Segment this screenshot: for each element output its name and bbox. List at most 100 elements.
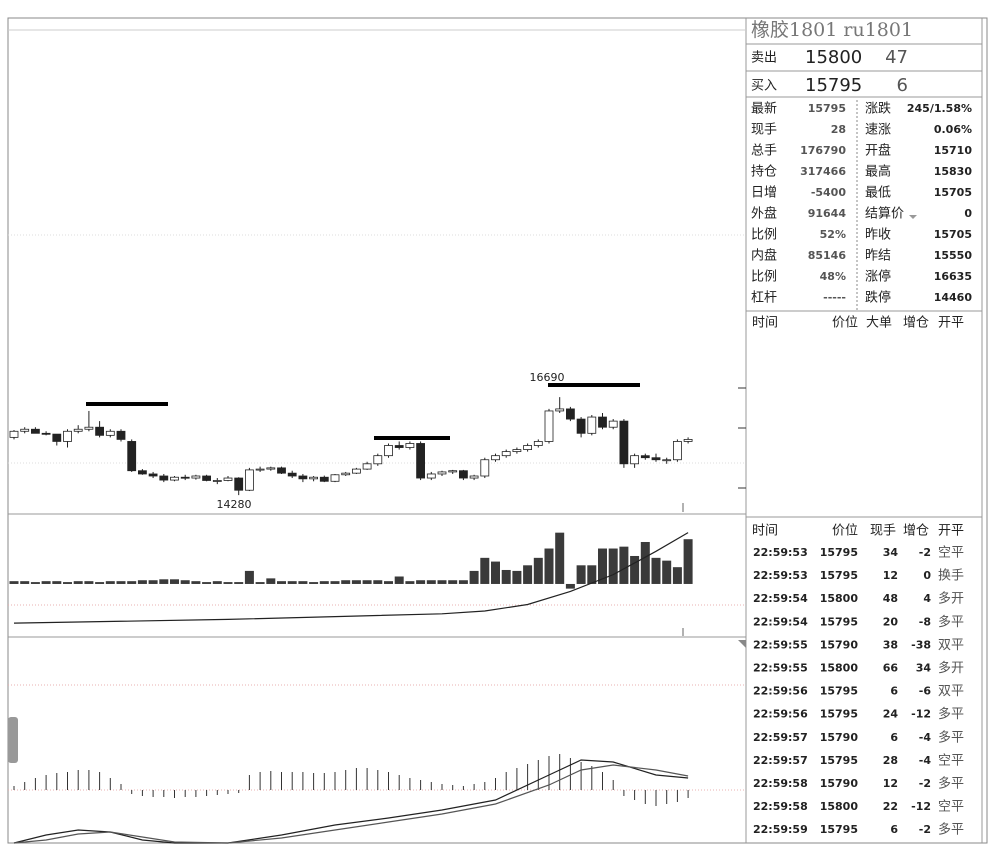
volume-bar [458, 580, 468, 584]
column-header: 开平 [938, 316, 964, 331]
candle-body [469, 475, 479, 479]
candle-body [640, 455, 650, 459]
column-header: 价位 [832, 316, 858, 331]
tick-type: 空平 [938, 546, 964, 561]
candle-body [448, 470, 458, 473]
tick-type: 多开 [938, 660, 964, 676]
volume-bar [277, 581, 286, 584]
candle-body [234, 477, 244, 491]
volume-bar [191, 581, 201, 584]
stat-value: ----- [823, 291, 846, 304]
volume-bar [640, 541, 650, 584]
candle-body [137, 470, 147, 475]
volume-bar [63, 582, 72, 584]
volume-bar [608, 548, 618, 584]
volume-bar [41, 581, 51, 584]
tick-type: 多平 [938, 706, 964, 722]
volume-bar [416, 580, 426, 584]
volume-bar [223, 582, 233, 584]
candle-body [533, 441, 543, 446]
volume-bar [555, 532, 565, 584]
tick-volume: 22 [883, 800, 898, 813]
candle-body [480, 459, 490, 477]
candle-body [41, 432, 51, 435]
tick-volume: 48 [883, 592, 898, 605]
stat-label: 内盘 [751, 248, 777, 264]
tick-time: 22:59:54 [753, 592, 808, 605]
candle-body [683, 439, 693, 442]
tick-type: 多平 [938, 729, 964, 745]
candle-body [116, 430, 126, 440]
volume-bar [469, 570, 479, 584]
stat-value: 52% [820, 228, 846, 241]
candle-body [277, 467, 286, 474]
volume-bar [448, 580, 458, 584]
tick-oi: -6 [919, 685, 932, 698]
volume-bar [20, 581, 30, 584]
quote-price: 15795 [805, 75, 862, 96]
stat-label: 昨结 [865, 249, 891, 264]
volume-bar [362, 580, 372, 584]
candle-body [202, 475, 212, 481]
column-header: 时间 [752, 524, 778, 539]
dropdown-arrow [909, 215, 917, 219]
volume-bar [287, 581, 297, 584]
stat-value: 85146 [808, 249, 847, 262]
candle-body [619, 420, 629, 465]
volume-bar [73, 581, 83, 584]
tick-price: 15800 [820, 800, 859, 813]
volume-bar [84, 581, 94, 584]
tick-time: 22:59:56 [753, 708, 808, 721]
candle-body [105, 430, 115, 436]
candle-body [555, 408, 565, 412]
stat-label: 比例 [751, 270, 777, 285]
candle-body [437, 471, 447, 475]
volume-bar [212, 581, 222, 584]
candle-body [255, 468, 265, 471]
volume-bar [630, 555, 640, 584]
candle-body [651, 457, 661, 461]
candle-body [362, 463, 372, 470]
stat-value: 28 [831, 123, 846, 136]
scroll-handle[interactable] [8, 717, 18, 763]
candle-body [170, 476, 179, 481]
candle-body [84, 426, 94, 430]
volume-bar [651, 557, 661, 584]
volume-bar [405, 581, 415, 584]
stat-value: 14460 [934, 291, 973, 304]
volume-bar [480, 557, 490, 584]
volume-bar [426, 580, 436, 584]
candle-body [52, 433, 62, 442]
candle-body [598, 416, 607, 428]
volume-bar [52, 581, 62, 584]
volume-bar [105, 581, 115, 584]
tick-volume: 38 [883, 638, 898, 651]
tick-oi: -4 [919, 754, 932, 767]
volume-bar [137, 580, 147, 584]
candle-body [630, 455, 639, 465]
tick-type: 换手 [938, 569, 964, 584]
column-header: 开平 [938, 524, 964, 539]
stat-label: 日增 [751, 186, 777, 201]
tick-price: 15795 [820, 546, 858, 559]
volume-bar [512, 570, 522, 584]
candle-body [95, 426, 104, 436]
stat-value: 15550 [934, 249, 973, 262]
volume-bar [95, 582, 105, 584]
candle-body [576, 418, 586, 434]
candle-body [148, 473, 158, 477]
volume-bar [30, 582, 40, 584]
candle-body [319, 476, 329, 482]
stat-label: 速涨 [865, 123, 891, 138]
candle-body [191, 475, 201, 479]
volume-bar [159, 579, 169, 584]
column-header: 价位 [832, 524, 858, 539]
tick-time: 22:59:54 [753, 615, 808, 628]
stat-value: 15710 [934, 144, 973, 157]
tick-type: 双平 [938, 684, 964, 699]
tick-price: 15790 [820, 731, 859, 744]
column-header: 增仓 [903, 316, 929, 331]
column-header: 大单 [866, 316, 892, 331]
volume-bar [619, 546, 629, 584]
tick-time: 22:59:55 [753, 638, 808, 651]
